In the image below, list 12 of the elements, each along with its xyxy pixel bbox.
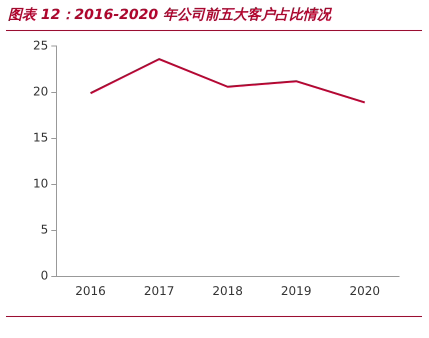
y-tick-label: 15: [32, 130, 48, 144]
x-tick-label: 2016: [75, 284, 106, 298]
y-tick-label: 5: [40, 222, 48, 237]
x-tick-label: 2019: [280, 284, 312, 298]
y-tick-label: 20: [32, 84, 48, 98]
y-tick-label: 25: [32, 38, 48, 52]
y-tick-label: 10: [32, 176, 48, 191]
x-tick-label: 2017: [144, 284, 174, 298]
x-tick-label: 2020: [349, 284, 380, 298]
x-tick-label: 2018: [212, 284, 243, 298]
y-tick-label: 0: [40, 268, 48, 283]
chart-title: 图表 12：2016-2020 年公司前五大客户占比情况: [8, 6, 333, 24]
